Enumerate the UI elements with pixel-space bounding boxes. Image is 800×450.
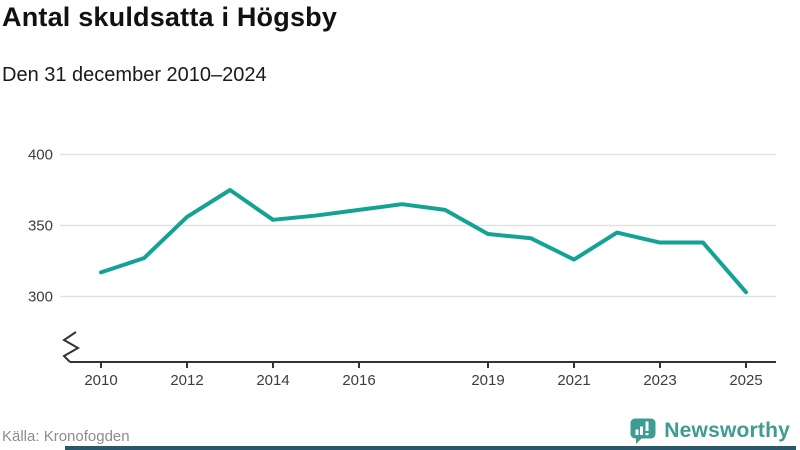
y-tick-label-300: 300 xyxy=(28,289,53,306)
data-line xyxy=(99,188,748,295)
newsworthy-logo: Newsworthy xyxy=(629,417,790,445)
x-tick-label-2025: 2025 xyxy=(729,372,762,389)
y-tick-label-400: 400 xyxy=(28,147,53,164)
newsworthy-icon xyxy=(630,418,656,444)
x-tick-label-2019: 2019 xyxy=(471,372,504,389)
x-tick-label-2023: 2023 xyxy=(643,372,676,389)
axis-break-icon xyxy=(62,331,81,363)
newsworthy-wordmark: Newsworthy xyxy=(664,419,790,442)
x-tick-label-2014: 2014 xyxy=(256,372,289,389)
source-label: Källa: Kronofogden xyxy=(2,428,130,445)
x-tick-label-2021: 2021 xyxy=(557,372,590,389)
chart-subtitle: Den 31 december 2010–2024 xyxy=(2,64,267,86)
y-tick-label-350: 350 xyxy=(28,218,53,235)
chart-title: Antal skuldsatta i Högsby xyxy=(2,2,338,32)
bottom-accent-bar xyxy=(65,446,796,450)
x-tick-label-2016: 2016 xyxy=(342,372,375,389)
x-tick-label-2012: 2012 xyxy=(170,372,203,389)
x-tick-label-2010: 2010 xyxy=(84,372,117,389)
